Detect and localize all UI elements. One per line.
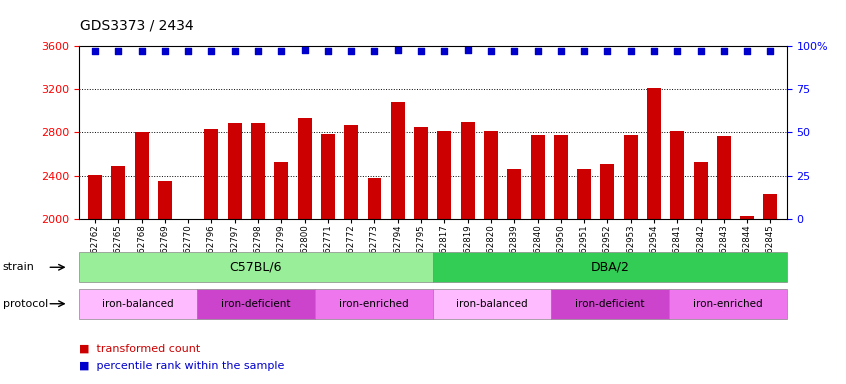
Point	[577, 48, 591, 55]
Point	[205, 48, 218, 55]
Text: protocol: protocol	[3, 299, 47, 309]
Text: ■  percentile rank within the sample: ■ percentile rank within the sample	[79, 361, 284, 371]
Bar	[740, 216, 754, 384]
Bar	[367, 178, 382, 384]
Bar	[461, 122, 475, 384]
Bar	[274, 162, 288, 384]
Point	[135, 48, 148, 55]
Bar	[135, 132, 149, 384]
Bar	[530, 135, 545, 384]
Bar	[228, 123, 242, 384]
Point	[112, 48, 125, 55]
Point	[624, 48, 638, 55]
Bar	[251, 123, 265, 384]
Bar	[647, 88, 661, 384]
Point	[251, 48, 265, 55]
Text: ■  transformed count: ■ transformed count	[79, 343, 200, 353]
Point	[437, 48, 451, 55]
Point	[461, 46, 475, 53]
Bar	[298, 118, 311, 384]
Bar	[694, 162, 707, 384]
Bar	[344, 125, 358, 384]
Point	[88, 48, 102, 55]
Point	[158, 48, 172, 55]
Bar	[321, 134, 335, 384]
Text: iron-enriched: iron-enriched	[693, 299, 762, 309]
Point	[717, 48, 731, 55]
Point	[554, 48, 568, 55]
Point	[508, 48, 521, 55]
Point	[391, 46, 404, 53]
Point	[647, 48, 661, 55]
Bar	[112, 166, 125, 384]
Bar	[601, 164, 614, 384]
Bar	[670, 131, 684, 384]
Point	[764, 48, 777, 55]
Point	[530, 48, 544, 55]
Bar	[717, 136, 731, 384]
Point	[275, 48, 288, 55]
Bar	[414, 127, 428, 384]
Text: iron-deficient: iron-deficient	[575, 299, 645, 309]
Point	[415, 48, 428, 55]
Point	[601, 48, 614, 55]
Bar	[484, 131, 498, 384]
Bar	[391, 102, 404, 384]
Text: DBA/2: DBA/2	[591, 261, 629, 274]
Point	[344, 48, 358, 55]
Point	[298, 46, 311, 53]
Bar	[763, 194, 777, 384]
Bar	[437, 131, 452, 384]
Bar	[181, 219, 195, 384]
Bar	[554, 135, 568, 384]
Bar	[205, 129, 218, 384]
Text: iron-enriched: iron-enriched	[339, 299, 409, 309]
Text: iron-deficient: iron-deficient	[221, 299, 290, 309]
Point	[321, 48, 335, 55]
Text: C57BL/6: C57BL/6	[229, 261, 282, 274]
Point	[484, 48, 497, 55]
Point	[368, 48, 382, 55]
Bar	[158, 180, 172, 384]
Point	[694, 48, 707, 55]
Text: iron-balanced: iron-balanced	[456, 299, 528, 309]
Point	[181, 48, 195, 55]
Bar	[577, 169, 591, 384]
Text: GDS3373 / 2434: GDS3373 / 2434	[80, 19, 194, 33]
Bar	[624, 135, 638, 384]
Point	[228, 48, 241, 55]
Bar	[88, 175, 102, 384]
Bar	[508, 169, 521, 384]
Point	[740, 48, 754, 55]
Point	[671, 48, 684, 55]
Text: strain: strain	[3, 262, 35, 272]
Text: iron-balanced: iron-balanced	[102, 299, 173, 309]
